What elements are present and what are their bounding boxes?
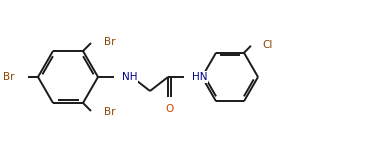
Text: Br: Br: [104, 107, 115, 117]
Text: Br: Br: [104, 37, 115, 47]
Text: Cl: Cl: [262, 40, 272, 50]
Text: Br: Br: [3, 72, 15, 82]
Text: HN: HN: [192, 72, 208, 82]
Text: O: O: [165, 104, 173, 114]
Text: NH: NH: [122, 72, 137, 82]
